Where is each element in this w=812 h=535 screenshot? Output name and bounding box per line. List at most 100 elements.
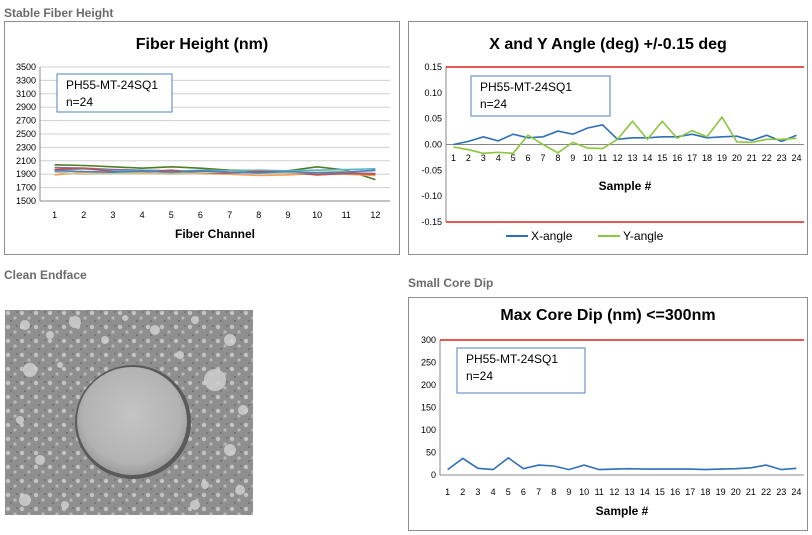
- fiber-height-x-tick-label: 2: [81, 210, 86, 220]
- core-dip-x-tick-label: 18: [700, 487, 710, 497]
- core-dip-x-tick-label: 22: [761, 487, 771, 497]
- core-dip-y-tick-label: 250: [421, 358, 436, 368]
- xy-angle-x-tick-label: 14: [642, 153, 652, 163]
- xy-angle-x-tick-label: 7: [540, 153, 545, 163]
- core-dip-x-tick-label: 4: [491, 487, 496, 497]
- xy-angle-series-line-x-angle: [453, 124, 797, 146]
- fiber-height-y-tick-label: 3300: [16, 75, 36, 85]
- fiber-height-annotation-line: n=24: [66, 95, 93, 109]
- core-dip-y-tick-label: 100: [421, 425, 436, 435]
- xy-angle-x-tick-label: 20: [732, 153, 742, 163]
- xy-angle-x-tick-label: 1: [451, 153, 456, 163]
- fiber-height-y-tick-label: 1900: [16, 169, 36, 179]
- core-dip-y-tick-label: 200: [421, 380, 436, 390]
- fiber-height-y-tick-label: 1500: [16, 196, 36, 206]
- core-dip-x-tick-label: 10: [579, 487, 589, 497]
- xy-angle-y-tick-label: 0.05: [424, 114, 442, 124]
- core-dip-x-tick-label: 15: [655, 487, 665, 497]
- core-dip-x-tick-label: 20: [731, 487, 741, 497]
- core-dip-x-tick-label: 24: [791, 487, 801, 497]
- fiber-height-series-line-s1: [54, 164, 376, 181]
- fiber-height-y-tick-label: 1700: [16, 183, 36, 193]
- xy-angle-x-tick-label: 15: [657, 153, 667, 163]
- xy-angle-x-tick-label: 21: [747, 153, 757, 163]
- fiber-height-title: Fiber Height (nm): [136, 36, 268, 53]
- core-dip-x-tick-label: 16: [670, 487, 680, 497]
- core-dip-x-tick-label: 13: [625, 487, 635, 497]
- core-dip-x-tick-label: 5: [506, 487, 511, 497]
- core-dip-x-tick-label: 23: [776, 487, 786, 497]
- fiber-height-y-tick-label: 2900: [16, 102, 36, 112]
- fiber-height-annotation-line: PH55-MT-24SQ1: [66, 78, 158, 92]
- core-dip-x-tick-label: 1: [445, 487, 450, 497]
- fiber-height-x-tick-label: 3: [110, 210, 115, 220]
- core-dip-x-tick-label: 7: [536, 487, 541, 497]
- fiber-height-chart-panel: [4, 21, 400, 255]
- fiber-height-y-tick-label: 2700: [16, 116, 36, 126]
- xy-angle-y-tick-label: -0.10: [421, 191, 442, 201]
- core-dip-x-tick-label: 3: [475, 487, 480, 497]
- core-dip-x-axis-label: Sample #: [596, 504, 649, 518]
- core-dip-annotation-line: PH55-MT-24SQ1: [466, 352, 558, 366]
- xy-angle-x-tick-label: 22: [762, 153, 772, 163]
- core-dip-x-tick-label: 2: [460, 487, 465, 497]
- core-dip-annotation-line: n=24: [466, 369, 493, 383]
- core-dip-x-tick-label: 8: [551, 487, 556, 497]
- xy-angle-x-tick-label: 8: [555, 153, 560, 163]
- fiber-height-x-tick-label: 1: [52, 210, 57, 220]
- fiber-height-x-axis-label: Fiber Channel: [175, 227, 255, 241]
- xy-angle-y-tick-label: 0.00: [424, 140, 442, 150]
- fiber-height-x-tick-label: 4: [140, 210, 145, 220]
- fiber-height-x-tick-label: 7: [227, 210, 232, 220]
- core-dip-x-tick-label: 19: [716, 487, 726, 497]
- xy-angle-x-tick-label: 2: [466, 153, 471, 163]
- core-dip-y-tick-label: 300: [421, 335, 436, 345]
- section-title-endface: Clean Endface: [4, 268, 87, 282]
- core-dip-x-tick-label: 12: [609, 487, 619, 497]
- xy-angle-y-tick-label: 0.15: [424, 62, 442, 72]
- fiber-height-y-tick-label: 3100: [16, 89, 36, 99]
- xy-angle-x-tick-label: 4: [496, 153, 501, 163]
- xy-angle-x-tick-label: 12: [613, 153, 623, 163]
- xy-angle-series-line-y-angle: [453, 115, 797, 155]
- xy-angle-y-tick-label: -0.15: [421, 217, 442, 227]
- xy-angle-legend-label: Y-angle: [623, 229, 664, 243]
- core-dip-x-tick-label: 14: [640, 487, 650, 497]
- xy-angle-x-tick-label: 19: [717, 153, 727, 163]
- xy-angle-annotation-line: PH55-MT-24SQ1: [480, 80, 572, 94]
- xy-angle-x-tick-label: 24: [792, 153, 802, 163]
- fiber-height-y-tick-label: 3500: [16, 62, 36, 72]
- xy-angle-x-tick-label: 3: [481, 153, 486, 163]
- xy-angle-annotation-box: [470, 75, 611, 117]
- xy-angle-x-tick-label: 11: [598, 153, 607, 163]
- core-dip-series-line-max-core-dip: [447, 456, 797, 471]
- core-dip-x-tick-label: 11: [595, 487, 604, 497]
- core-dip-y-tick-label: 0: [431, 470, 436, 480]
- fiber-height-annotation-box: [56, 73, 173, 113]
- core-dip-x-tick-label: 9: [566, 487, 571, 497]
- section-title-fiber-height: Stable Fiber Height: [4, 6, 114, 20]
- fiber-height-y-tick-label: 2500: [16, 129, 36, 139]
- xy-angle-x-tick-label: 13: [627, 153, 637, 163]
- xy-angle-annotation-line: n=24: [480, 97, 507, 111]
- xy-angle-x-tick-label: 18: [702, 153, 712, 163]
- fiber-height-x-tick-label: 8: [256, 210, 261, 220]
- xy-angle-x-tick-label: 6: [526, 153, 531, 163]
- section-title-core-dip: Small Core Dip: [408, 276, 494, 290]
- xy-angle-x-tick-label: 10: [583, 153, 593, 163]
- core-dip-x-tick-label: 17: [685, 487, 695, 497]
- xy-angle-legend-label: X-angle: [531, 229, 573, 243]
- core-dip-y-tick-label: 150: [421, 403, 436, 413]
- endface-image: [5, 310, 253, 515]
- fiber-height-y-tick-label: 2300: [16, 142, 36, 152]
- fiber-height-x-tick-label: 5: [169, 210, 174, 220]
- core-dip-title: Max Core Dip (nm) <=300nm: [500, 307, 715, 324]
- core-dip-annotation-box: [456, 347, 586, 394]
- fiber-height-x-tick-label: 9: [285, 210, 290, 220]
- xy-angle-x-axis-label: Sample #: [599, 179, 652, 193]
- core-dip-chart-panel: [408, 297, 808, 531]
- xy-angle-x-tick-label: 5: [511, 153, 516, 163]
- xy-angle-x-tick-label: 16: [672, 153, 682, 163]
- core-dip-y-tick-label: 50: [426, 448, 436, 458]
